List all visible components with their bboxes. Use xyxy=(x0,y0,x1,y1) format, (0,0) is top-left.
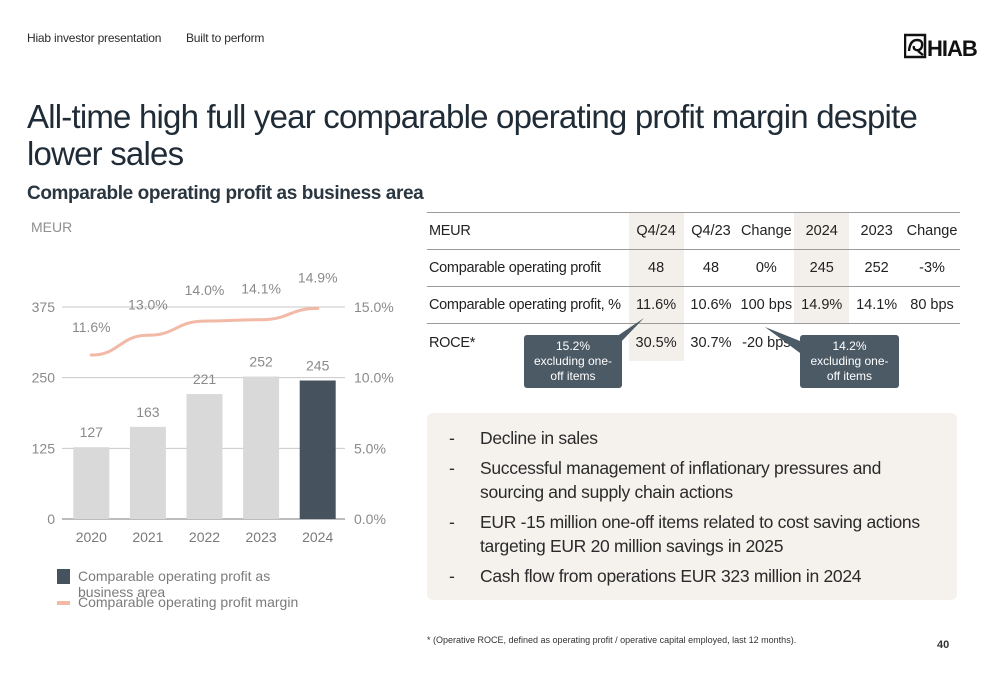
table-cell: 48 xyxy=(702,260,720,276)
margin-value-label: 13.0% xyxy=(128,296,168,312)
footnote: * (Operative ROCE, defined as operating … xyxy=(427,635,797,645)
legend-label-line: Comparable operating profit margin xyxy=(78,594,299,610)
margin-value-label: 14.9% xyxy=(298,269,338,285)
table-cell: 11.6% xyxy=(628,287,684,323)
y-tick-label: 0 xyxy=(47,511,55,527)
results-table: MEUR Q4/24 Q4/23 Change 2024 2023 Change… xyxy=(427,212,960,361)
x-tick-label: 2021 xyxy=(132,529,163,545)
margin-line xyxy=(89,306,320,357)
bar-2021 xyxy=(129,426,166,519)
legend-swatch-line xyxy=(57,601,70,605)
bullet-text: Decline in sales xyxy=(480,428,598,448)
chart-unit-label: MEUR xyxy=(31,219,72,235)
hiab-logo: HIAB xyxy=(904,33,978,60)
table-cell: -3% xyxy=(919,260,945,276)
margin-point xyxy=(89,353,93,357)
table-cell: 252 xyxy=(864,260,889,276)
bar-value-label: 127 xyxy=(80,424,104,440)
table-row: ROCE* 30.5% 30.7% -20 bps xyxy=(427,324,960,361)
bullet-marker: - xyxy=(449,428,455,448)
bar-2023 xyxy=(243,376,280,519)
x-tick-label: 2022 xyxy=(189,529,220,545)
table-cell: 48 xyxy=(628,250,684,286)
callout-q4-roce-excl: 15.2% excluding one-off items xyxy=(524,335,622,388)
bar-value-label: 221 xyxy=(193,371,217,387)
x-tick-label: 2023 xyxy=(246,529,277,545)
x-tick-label: 2024 xyxy=(302,529,333,545)
bar-2022 xyxy=(186,394,223,519)
bullet-marker: - xyxy=(449,512,455,532)
table-cell: ROCE* xyxy=(429,334,476,351)
x-tick-label: 2020 xyxy=(76,529,107,545)
profit-chart: MEUR 0 0.0% 125 5.0% 250 10.0% 375 15.0% 127 2020 1… xyxy=(31,219,394,545)
table-cell: 80 bps xyxy=(910,297,954,313)
table-cell: 14.1% xyxy=(856,297,898,313)
table-header-cell: 2024 xyxy=(794,213,850,249)
page-title: All-time high full year comparable opera… xyxy=(27,98,918,172)
bullet-marker: - xyxy=(449,458,455,478)
table-header-cell: Q4/24 xyxy=(628,213,684,249)
bullet-item: - EUR -15 million one-off items related t… xyxy=(449,510,937,558)
table-row: Comparable operating profit 48 48 0% 245… xyxy=(427,250,960,287)
key-points-box: - Decline in sales - Successful management… xyxy=(427,413,957,600)
table-cell: 10.6% xyxy=(690,297,732,313)
logo-text: HIAB xyxy=(927,36,977,60)
table-cell: 100 bps xyxy=(740,297,793,313)
margin-value-label: 14.1% xyxy=(241,281,281,297)
y2-tick-label: 0.0% xyxy=(354,511,386,527)
margin-value-label: 11.6% xyxy=(72,319,111,335)
y-tick-label: 250 xyxy=(32,370,56,386)
margin-point xyxy=(146,333,150,337)
y2-tick-label: 15.0% xyxy=(354,299,394,315)
chart-subtitle: Comparable operating profit as business … xyxy=(27,183,424,204)
table-cell xyxy=(904,324,960,361)
table-header-cell: Change xyxy=(740,223,792,239)
table-cell: 30.5% xyxy=(628,324,684,361)
table-cell: Comparable operating profit xyxy=(429,260,601,276)
bar-2024 xyxy=(299,380,336,519)
legend-item-line: Comparable operating profit margin xyxy=(57,594,328,610)
bar-value-label: 252 xyxy=(249,354,273,370)
presentation-label: Hiab investor presentation xyxy=(27,31,162,45)
y-tick-label: 375 xyxy=(32,299,56,315)
bullet-text: EUR -15 million one-off items related to… xyxy=(480,512,920,556)
bullet-text: Successful management of inflationary pr… xyxy=(480,458,882,502)
table-header-cell: MEUR xyxy=(429,223,471,239)
margin-point xyxy=(259,318,263,322)
bar-value-label: 163 xyxy=(136,404,160,420)
table-header-cell: Q4/23 xyxy=(691,223,731,239)
bullet-text: Cash flow from operations EUR 323 millio… xyxy=(480,566,862,586)
y2-tick-label: 5.0% xyxy=(354,440,386,456)
bar-value-label: 245 xyxy=(306,357,330,373)
table-row: Comparable operating profit, % 11.6% 10.… xyxy=(427,287,960,324)
table-cell: 14.9% xyxy=(794,287,850,323)
legend-item-bar: Comparable operating profit as business … xyxy=(57,568,328,600)
table-cell: -20 bps xyxy=(742,334,791,351)
callout-fy-margin-excl: 14.2% excluding one-off items xyxy=(800,335,899,388)
margin-value-label: 14.0% xyxy=(185,282,225,298)
table-header-cell: Change xyxy=(906,223,958,239)
margin-point xyxy=(203,319,206,323)
bullet-marker: - xyxy=(449,566,455,586)
y-tick-label: 125 xyxy=(32,440,56,456)
table-top-rule xyxy=(427,212,960,213)
table-cell: Comparable operating profit, % xyxy=(429,297,621,313)
bullet-item: - Decline in sales xyxy=(449,426,937,450)
page-number: 40 xyxy=(937,639,950,651)
y2-tick-label: 10.0% xyxy=(354,370,394,386)
tagline-label: Built to perform xyxy=(186,31,265,45)
table-cell: 245 xyxy=(794,250,850,286)
table-cell: 0% xyxy=(755,260,777,276)
legend-label-bar: Comparable operating profit as business … xyxy=(78,568,271,600)
table-header-row: MEUR Q4/24 Q4/23 Change 2024 2023 Change xyxy=(427,213,960,250)
bar-2020 xyxy=(73,447,110,519)
bullet-item: - Cash flow from operations EUR 323 milli… xyxy=(449,564,937,588)
margin-point xyxy=(316,306,320,310)
table-header-cell: 2023 xyxy=(860,223,893,239)
table-cell: 30.7% xyxy=(690,334,732,351)
bullet-item: - Successful management of inflationary p… xyxy=(449,456,937,504)
legend-swatch-bar xyxy=(57,569,70,584)
